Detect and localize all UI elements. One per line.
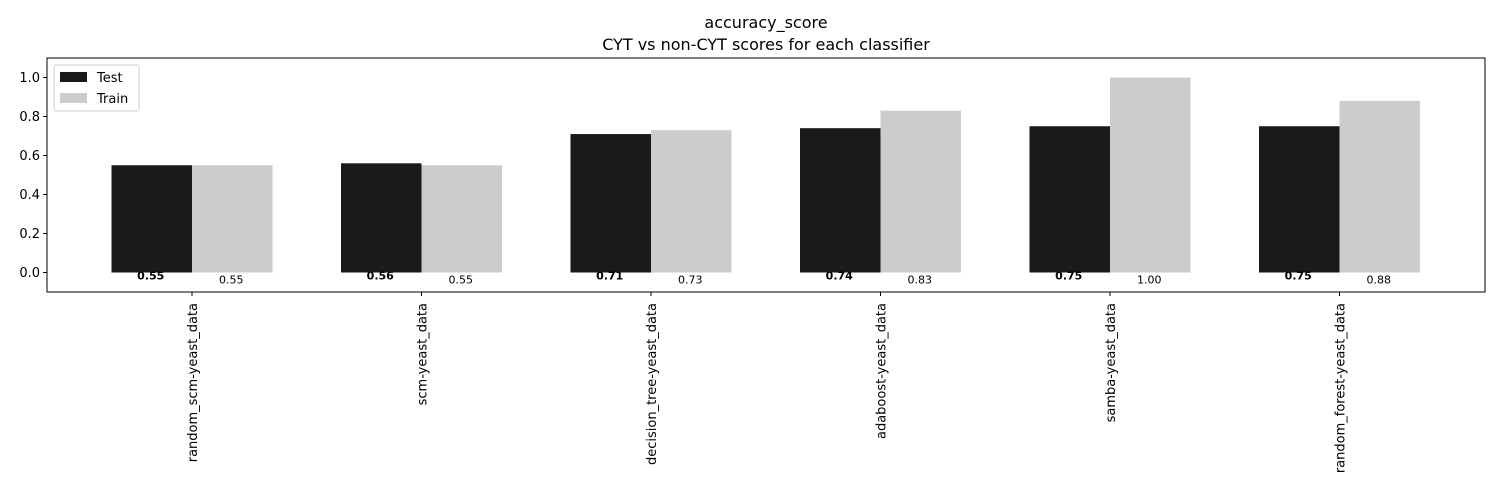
bar-train-2: [651, 130, 732, 273]
legend-swatch-train: [60, 93, 87, 103]
value-label-test-1: 0.56: [367, 270, 394, 283]
value-label-test-0: 0.55: [137, 270, 164, 283]
value-label-train-4: 1.00: [1137, 274, 1162, 287]
value-label-test-4: 0.75: [1055, 270, 1082, 283]
value-label-test-5: 0.75: [1285, 270, 1312, 283]
bar-test-2: [570, 134, 651, 273]
legend-swatch-test: [60, 72, 87, 82]
x-tick-label-4: samba-yeast_data: [1104, 303, 1119, 422]
x-tick-label-3: adaboost-yeast_data: [875, 303, 890, 439]
chart-subtitle: CYT vs non-CYT scores for each classifie…: [602, 35, 930, 54]
bar-test-1: [341, 163, 422, 273]
value-label-train-5: 0.88: [1367, 274, 1392, 287]
bars-group: [111, 77, 1420, 273]
bar-train-4: [1110, 77, 1191, 273]
legend: Test Train: [53, 64, 140, 112]
legend-label-train: Train: [96, 92, 128, 107]
bar-test-5: [1259, 126, 1340, 273]
x-tick-label-0: random_scm-yeast_data: [186, 303, 201, 462]
plot-frame: [46, 57, 1486, 293]
bar-train-5: [1339, 100, 1420, 273]
x-tick-label-1: scm-yeast_data: [416, 303, 431, 405]
value-label-train-2: 0.73: [678, 274, 703, 287]
y-tick-label-5: 1.0: [19, 71, 40, 86]
value-labels-group: 0.55 0.55 0.56 0.55 0.71 0.73 0.74 0.83 0.75 1.00…: [137, 270, 1391, 287]
y-tick-label-1: 0.2: [19, 227, 40, 242]
x-tick-label-2: decision_tree-yeast_data: [645, 303, 660, 465]
value-label-test-2: 0.71: [596, 270, 623, 283]
bar-train-3: [880, 110, 961, 273]
y-tick-label-3: 0.6: [19, 149, 40, 164]
y-tick-label-2: 0.4: [19, 188, 40, 203]
legend-label-test: Test: [96, 71, 123, 86]
bar-test-4: [1029, 126, 1110, 273]
y-tick-label-4: 0.8: [19, 110, 40, 125]
bar-train-1: [421, 165, 502, 273]
value-label-test-3: 0.74: [826, 270, 853, 283]
x-tick-label-5: random_forest-yeast_data: [1334, 303, 1349, 473]
x-axis: random_scm-yeast_data scm-yeast_data decis…: [186, 292, 1349, 473]
value-label-train-1: 0.55: [449, 274, 474, 287]
y-axis: 0.0 0.2 0.4 0.6 0.8 1.0: [19, 71, 47, 281]
y-tick-label-0: 0.0: [19, 266, 40, 281]
value-label-train-3: 0.83: [908, 274, 933, 287]
bar-test-0: [111, 165, 192, 273]
value-label-train-0: 0.55: [219, 274, 244, 287]
bar-test-3: [800, 128, 881, 273]
bar-train-0: [192, 165, 273, 273]
chart-title: accuracy_score: [704, 13, 827, 33]
